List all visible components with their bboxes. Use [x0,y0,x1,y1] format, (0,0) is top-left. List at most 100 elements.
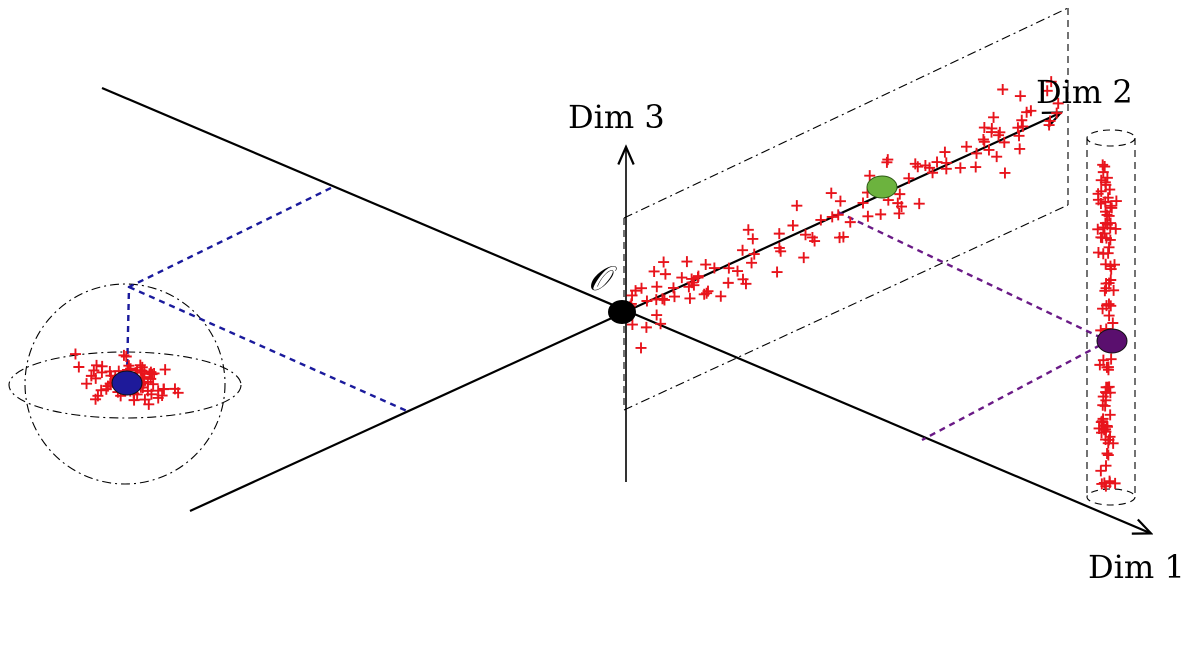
data-point-marker [630,285,642,297]
data-point-marker [1014,90,1026,102]
data-point-marker [1043,119,1055,131]
data-point-marker [931,156,943,168]
data-point-marker [893,207,905,219]
dim2-label: Dim 2 [1036,73,1133,111]
data-point-marker [1103,298,1115,310]
data-point-marker [732,265,744,277]
data-point-marker [999,167,1011,179]
data-point-marker [684,292,696,304]
data-point-marker [913,198,925,210]
data-point-marker [1105,353,1117,365]
data-point-marker [655,318,667,330]
data-point-marker [90,372,102,384]
data-point-marker [1100,300,1112,312]
data-point-marker [636,282,648,294]
data-point-marker [692,270,704,282]
data-point-marker [1017,120,1029,132]
data-point-marker [635,342,647,354]
data-point-marker [977,134,989,145]
data-point-marker [648,265,660,277]
origin-label: 𝒪 [588,259,617,299]
origin-point [608,300,636,324]
data-point-marker [857,197,869,209]
sphere-boundary [8,283,242,485]
data-point-marker [700,259,712,271]
data-point-marker [159,364,171,376]
data-point-marker [1100,258,1112,270]
data-point-marker [1014,143,1026,155]
data-point-marker [1097,413,1109,425]
data-point-marker [88,364,100,376]
data-point-marker [658,256,670,268]
dim1-label: Dim 1 [1088,548,1185,586]
data-point-marker [1095,185,1107,197]
data-point-marker [145,366,157,378]
data-point-marker [146,368,158,380]
data-point-marker [1101,361,1113,373]
sphere-projection-lines [125,184,408,413]
data-point-marker [998,136,1010,148]
data-point-marker [142,385,154,397]
data-point-marker [1103,381,1115,393]
data-point-marker [748,248,760,260]
data-point-marker [771,266,783,278]
data-point-marker [773,228,785,240]
data-point-marker [139,394,151,406]
data-point-marker [1110,195,1122,207]
data-point-marker [688,279,700,291]
data-point-marker [1101,172,1113,184]
data-point-marker [1107,317,1119,329]
data-point-marker [73,361,85,373]
data-point-marker [659,268,671,280]
data-point-marker [837,231,849,243]
data-point-marker [994,126,1006,138]
data-point-marker [826,211,838,223]
data-point-marker [923,162,935,174]
dim2-slab-outline [623,7,1069,411]
data-point-marker [95,384,107,396]
data-point-marker [1095,465,1107,477]
data-point-marker [903,172,915,184]
data-point-marker [1103,241,1115,253]
data-point-marker [715,290,727,302]
data-point-marker [1105,274,1117,286]
data-point-marker [81,378,93,390]
data-point-marker [747,233,759,245]
data-point-marker [983,144,995,156]
data-point-marker [875,208,887,220]
data-point-marker [862,210,874,222]
data-point-marker [939,146,951,158]
data-point-marker [1098,424,1110,436]
data-point-marker [746,257,758,269]
data-point-marker [1106,202,1118,214]
data-point-marker [651,309,663,321]
data-point-marker [1095,198,1107,210]
data-point-marker [156,390,168,402]
data-point-marker [806,231,818,243]
data-point-marker [970,161,982,173]
data-point-marker [118,349,130,361]
data-point-marker [92,390,104,402]
data-point-marker [651,281,663,293]
data-point-marker [912,161,924,173]
data-point-marker [1095,174,1107,186]
dim3-label: Dim 3 [568,98,665,136]
data-point-marker [698,288,710,300]
data-point-marker [844,216,856,228]
data-point-marker [681,256,693,268]
data-point-marker [909,158,921,170]
data-point-marker [1101,209,1113,221]
data-point-marker [1100,480,1112,492]
data-point-marker [1105,200,1117,212]
data-point-marker [1102,364,1114,376]
data-point-marker [815,214,827,226]
data-point-marker [737,273,749,285]
data-point-marker [1100,179,1112,191]
data-point-marker [134,359,146,371]
data-point-marker [742,224,754,236]
data-point-marker [69,348,81,360]
data-point-marker [894,188,906,200]
data-point-marker [120,350,132,362]
data-point-marker [787,220,799,232]
